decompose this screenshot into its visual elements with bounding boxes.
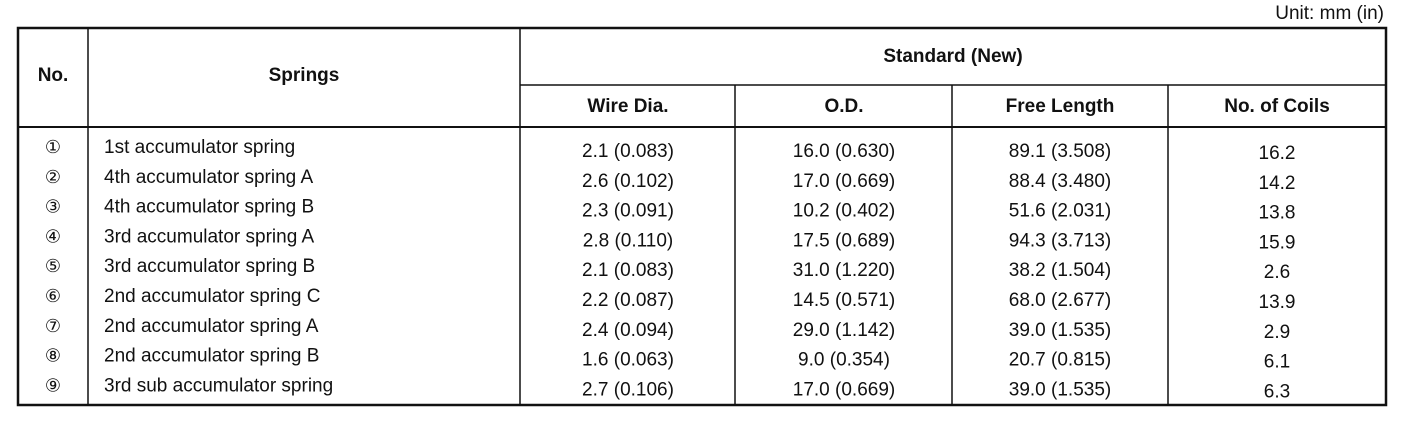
cell-value: 39.0 (1.535) xyxy=(1009,320,1111,341)
row-number: ⑧ xyxy=(45,346,61,367)
cell-value: 15.9 xyxy=(1259,232,1296,253)
cell-value: 2.7 (0.106) xyxy=(582,379,674,400)
spring-name: 2nd accumulator spring A xyxy=(104,316,319,337)
spring-name: 3rd accumulator spring A xyxy=(104,226,314,247)
cell-value: 2.2 (0.087) xyxy=(582,290,674,311)
cell-value: 1.6 (0.063) xyxy=(582,350,674,371)
cell-value: 13.9 xyxy=(1259,292,1296,313)
cell-value: 9.0 (0.354) xyxy=(798,350,890,371)
cell-value: 10.2 (0.402) xyxy=(793,201,895,222)
cell-value: 16.2 xyxy=(1259,143,1296,164)
cell-value: 17.0 (0.669) xyxy=(793,171,895,192)
row-number: ② xyxy=(45,167,61,188)
cell-value: 13.8 xyxy=(1259,203,1296,224)
cell-value: 2.1 (0.083) xyxy=(582,141,674,162)
cell-value: 88.4 (3.480) xyxy=(1009,171,1111,192)
header-springs: Springs xyxy=(269,65,340,86)
cell-value: 2.6 (0.102) xyxy=(582,171,674,192)
row-number: ③ xyxy=(45,197,61,218)
cell-value: 14.5 (0.571) xyxy=(793,290,895,311)
cell-value: 6.3 xyxy=(1264,381,1290,402)
cell-value: 2.3 (0.091) xyxy=(582,201,674,222)
spring-name: 1st accumulator spring xyxy=(104,137,295,158)
cell-value: 20.7 (0.815) xyxy=(1009,350,1111,371)
unit-note: Unit: mm (in) xyxy=(1275,3,1384,24)
cell-value: 39.0 (1.535) xyxy=(1009,379,1111,400)
cell-value: 2.4 (0.094) xyxy=(582,320,674,341)
row-number: ④ xyxy=(45,226,61,247)
cell-value: 16.0 (0.630) xyxy=(793,141,895,162)
cell-value: 31.0 (1.220) xyxy=(793,260,895,281)
cell-value: 14.2 xyxy=(1259,173,1296,194)
cell-value: 2.9 xyxy=(1264,322,1290,343)
cell-value: 94.3 (3.713) xyxy=(1009,230,1111,251)
row-number: ⑤ xyxy=(45,256,61,277)
cell-value: 38.2 (1.504) xyxy=(1009,260,1111,281)
cell-value: 89.1 (3.508) xyxy=(1009,141,1111,162)
header-standard: Standard (New) xyxy=(883,46,1022,67)
spring-name: 3rd accumulator spring B xyxy=(104,256,315,277)
cell-value: 29.0 (1.142) xyxy=(793,320,895,341)
row-number: ⑥ xyxy=(45,286,61,307)
cell-value: 2.1 (0.083) xyxy=(582,260,674,281)
column-header: Wire Dia. xyxy=(587,96,668,117)
table-border xyxy=(16,26,1388,407)
spring-name: 4th accumulator spring B xyxy=(104,197,314,218)
spring-name: 2nd accumulator spring C xyxy=(104,286,321,307)
cell-value: 2.6 xyxy=(1264,262,1290,283)
cell-value: 17.0 (0.669) xyxy=(793,379,895,400)
cell-value: 68.0 (2.677) xyxy=(1009,290,1111,311)
cell-value: 17.5 (0.689) xyxy=(793,230,895,251)
spring-name: 2nd accumulator spring B xyxy=(104,346,319,367)
column-header: No. of Coils xyxy=(1224,96,1330,117)
cell-value: 51.6 (2.031) xyxy=(1009,201,1111,222)
spring-name: 4th accumulator spring A xyxy=(104,167,313,188)
column-header: O.D. xyxy=(824,96,863,117)
header-no: No. xyxy=(38,65,69,86)
row-number: ⑨ xyxy=(45,375,61,396)
row-number: ⑦ xyxy=(45,316,61,337)
column-header: Free Length xyxy=(1006,96,1115,117)
spring-name: 3rd sub accumulator spring xyxy=(104,375,333,396)
row-number: ① xyxy=(45,137,61,158)
cell-value: 2.8 (0.110) xyxy=(583,230,673,251)
cell-value: 6.1 xyxy=(1264,352,1290,373)
